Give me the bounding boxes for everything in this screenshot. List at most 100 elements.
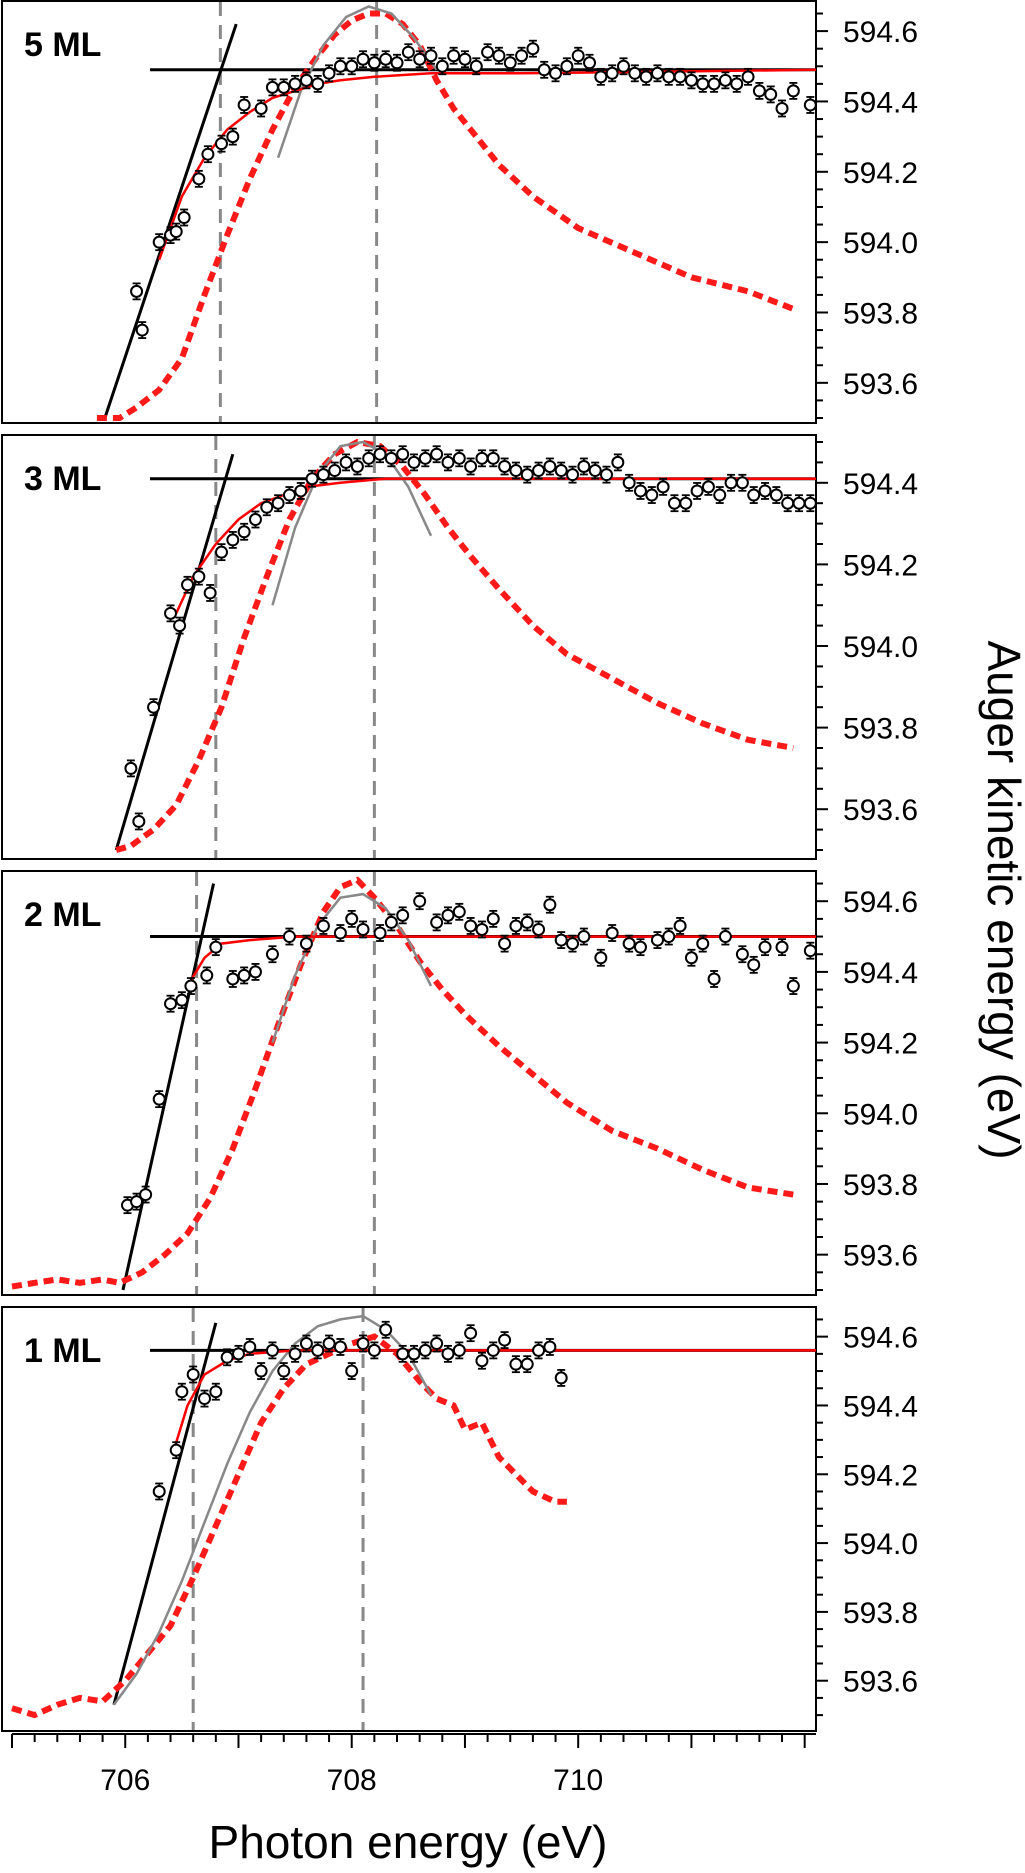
data-point <box>520 1355 534 1374</box>
data-point <box>452 1341 466 1360</box>
marker <box>452 1343 466 1357</box>
data-point <box>316 917 330 935</box>
data-point <box>243 1338 257 1356</box>
marker <box>316 468 330 482</box>
data-point <box>401 43 415 62</box>
marker <box>673 919 687 933</box>
data-point <box>384 913 398 932</box>
marker <box>486 451 500 465</box>
data-point <box>532 461 546 480</box>
marker <box>328 464 342 478</box>
data-point <box>475 1351 489 1370</box>
marker <box>345 912 359 926</box>
marker <box>390 56 404 70</box>
data-point <box>147 698 161 717</box>
marker <box>730 77 744 91</box>
marker <box>430 447 444 461</box>
data-point <box>407 1344 421 1363</box>
data-point <box>481 43 495 62</box>
data-point <box>441 453 455 472</box>
y-tick-label: 593.6 <box>843 1240 918 1273</box>
data-point <box>781 494 795 513</box>
marker <box>192 570 206 584</box>
data-point <box>662 927 676 946</box>
data-point <box>577 927 591 946</box>
data-point <box>407 453 421 472</box>
marker <box>786 979 800 993</box>
data-point <box>333 57 347 76</box>
marker <box>543 1340 557 1354</box>
data-point <box>718 71 732 90</box>
marker <box>684 951 698 965</box>
panel-label: 3 ML <box>24 460 101 498</box>
data-point <box>271 494 285 513</box>
data-point <box>192 169 206 188</box>
data-point <box>769 486 783 504</box>
data-point <box>560 57 574 76</box>
marker <box>130 1195 144 1209</box>
data-point <box>775 938 789 957</box>
marker <box>605 66 619 80</box>
marker <box>350 459 364 473</box>
marker <box>186 1367 200 1381</box>
data-point <box>430 913 444 932</box>
data-point <box>452 902 466 921</box>
marker <box>231 1347 245 1361</box>
marker <box>237 98 251 112</box>
marker <box>200 968 214 982</box>
marker <box>679 496 693 510</box>
y-tick-label: 594.6 <box>843 886 918 919</box>
data-point <box>198 1389 212 1408</box>
data-point <box>345 909 359 928</box>
data-point <box>367 1341 381 1360</box>
marker <box>520 915 534 929</box>
y-axis-title: Auger kinetic energy (eV) <box>978 640 1025 1159</box>
data-point <box>237 96 251 114</box>
marker <box>464 459 478 473</box>
data-point <box>424 46 438 65</box>
peak-fit-curve <box>271 892 433 1043</box>
data-point <box>164 604 178 623</box>
data-point <box>265 1341 279 1360</box>
data-point <box>356 920 370 939</box>
data-point <box>577 457 591 476</box>
marker <box>384 451 398 465</box>
marker <box>333 926 347 940</box>
marker <box>345 1364 359 1378</box>
data-point <box>277 1362 291 1380</box>
data-point <box>486 1341 500 1360</box>
marker <box>299 1337 313 1351</box>
data-point <box>786 81 800 100</box>
data-point <box>469 57 483 76</box>
data-point <box>254 99 268 118</box>
data-point <box>554 1369 568 1387</box>
marker <box>226 533 240 547</box>
data-point <box>475 449 489 468</box>
marker <box>265 80 279 94</box>
data-point <box>475 920 489 939</box>
data-point <box>498 457 512 476</box>
marker <box>282 930 296 944</box>
panel-2: 593.6 593.8 594.0 594.2 594.4 3 ML <box>1 434 918 860</box>
data-point <box>701 477 715 496</box>
marker <box>577 930 591 944</box>
data-point <box>139 1185 153 1204</box>
data-point <box>752 81 766 100</box>
data-point <box>543 457 557 476</box>
marker <box>203 586 217 600</box>
data-point <box>396 445 410 464</box>
data-point <box>418 449 432 468</box>
marker <box>282 488 296 502</box>
data-point <box>628 64 642 83</box>
data-point <box>458 50 472 69</box>
data-point <box>413 892 427 911</box>
data-point <box>435 57 449 76</box>
step-fit-curve <box>171 1349 816 1454</box>
marker <box>379 52 393 66</box>
marker <box>639 70 653 84</box>
data-point <box>373 445 387 464</box>
data-point <box>152 1482 166 1501</box>
data-point <box>294 482 308 500</box>
data-point <box>362 449 376 468</box>
data-point <box>265 78 279 97</box>
